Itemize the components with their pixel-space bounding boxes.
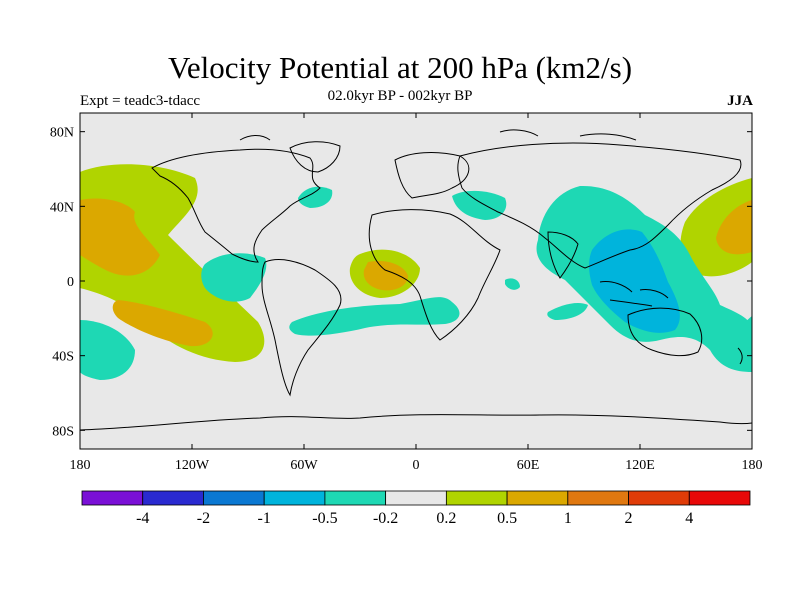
colorbar-label: 4	[685, 510, 693, 527]
west-pacific-core	[716, 200, 752, 255]
coastlines	[80, 129, 752, 431]
colorbar-swatch	[688, 490, 751, 506]
coastline-north-america	[151, 148, 321, 263]
maritime-continent-core	[589, 229, 680, 333]
x-tick-label: 0	[413, 458, 420, 473]
chart-title: Velocity Potential at 200 hPa (km2/s)	[167, 50, 633, 85]
colorbar-swatch	[506, 490, 569, 506]
season-label: JJA	[727, 93, 753, 109]
colorbar-swatch	[567, 490, 629, 506]
x-axis: 180 120W 60W 0 60E 120E 180	[70, 113, 763, 473]
colorbar-label: -0.5	[312, 510, 337, 527]
colorbar-label: -0.2	[373, 510, 398, 527]
x-tick-label: 120W	[175, 458, 210, 473]
colorbar-swatch	[263, 490, 326, 506]
mediterranean-negative	[452, 190, 507, 220]
colorbar-label: 0.5	[497, 510, 517, 527]
coastline-africa	[368, 209, 501, 341]
y-tick-label: 40N	[50, 200, 74, 215]
coastline-arctic	[239, 129, 637, 141]
chart-subtitle: 02.0kyr BP - 002kyr BP	[327, 88, 473, 104]
indian-ocean-negative-small	[547, 302, 588, 320]
x-tick-label: 180	[70, 458, 91, 473]
south-pacific-core	[112, 300, 213, 347]
colorbar-swatch	[203, 490, 265, 506]
colorbar-label: -1	[258, 510, 271, 527]
tropical-east-pacific-negative	[201, 253, 267, 302]
coastline-south-america	[261, 259, 342, 397]
coastline-new-zealand	[737, 347, 743, 365]
x-tick-label: 120E	[625, 458, 655, 473]
colorbar-swatch	[81, 490, 144, 506]
south-pacific-negative	[80, 320, 135, 380]
colorbar-label: 0.2	[436, 510, 456, 527]
colorbar-swatch	[445, 490, 508, 506]
y-tick-label: 40S	[52, 350, 74, 365]
colorbar-swatch	[142, 490, 204, 506]
north-pacific-core	[80, 198, 160, 276]
south-atlantic-negative	[289, 297, 460, 336]
colorbar: -4 -2 -1 -0.5 -0.2 0.2 0.5 1 2 4	[81, 490, 751, 527]
colorbar-label: 2	[625, 510, 633, 527]
colorbar-label: -4	[136, 510, 149, 527]
coastline-australia	[627, 307, 703, 357]
north-atlantic-negative	[298, 186, 333, 208]
coastline-india	[547, 231, 579, 279]
colorbar-swatch	[628, 490, 690, 506]
colorbar-label: -2	[197, 510, 210, 527]
tropical-atlantic-core	[363, 260, 408, 291]
coastline-indonesia	[599, 281, 669, 307]
coastline-europe	[394, 152, 470, 199]
x-tick-label: 60W	[290, 458, 318, 473]
colorbar-label: 1	[564, 510, 572, 527]
shaded-regions	[80, 164, 752, 380]
y-tick-label: 80S	[52, 424, 74, 439]
x-tick-label: 60E	[517, 458, 540, 473]
experiment-label: Expt = teadc3-tdacc	[80, 93, 201, 109]
x-tick-label: 180	[742, 458, 763, 473]
colorbar-swatch	[324, 490, 387, 506]
y-tick-label: 0	[67, 275, 74, 290]
arabian-negative-small	[505, 278, 520, 290]
y-tick-label: 80N	[50, 126, 74, 141]
y-axis: 80N 40N 0 40S 80S	[50, 126, 752, 439]
east-indian-negative	[738, 316, 752, 360]
coastline-greenland	[289, 141, 341, 173]
coastline-asia	[457, 142, 742, 269]
coastline-antarctica	[80, 414, 752, 431]
colorbar-swatch	[385, 490, 447, 506]
